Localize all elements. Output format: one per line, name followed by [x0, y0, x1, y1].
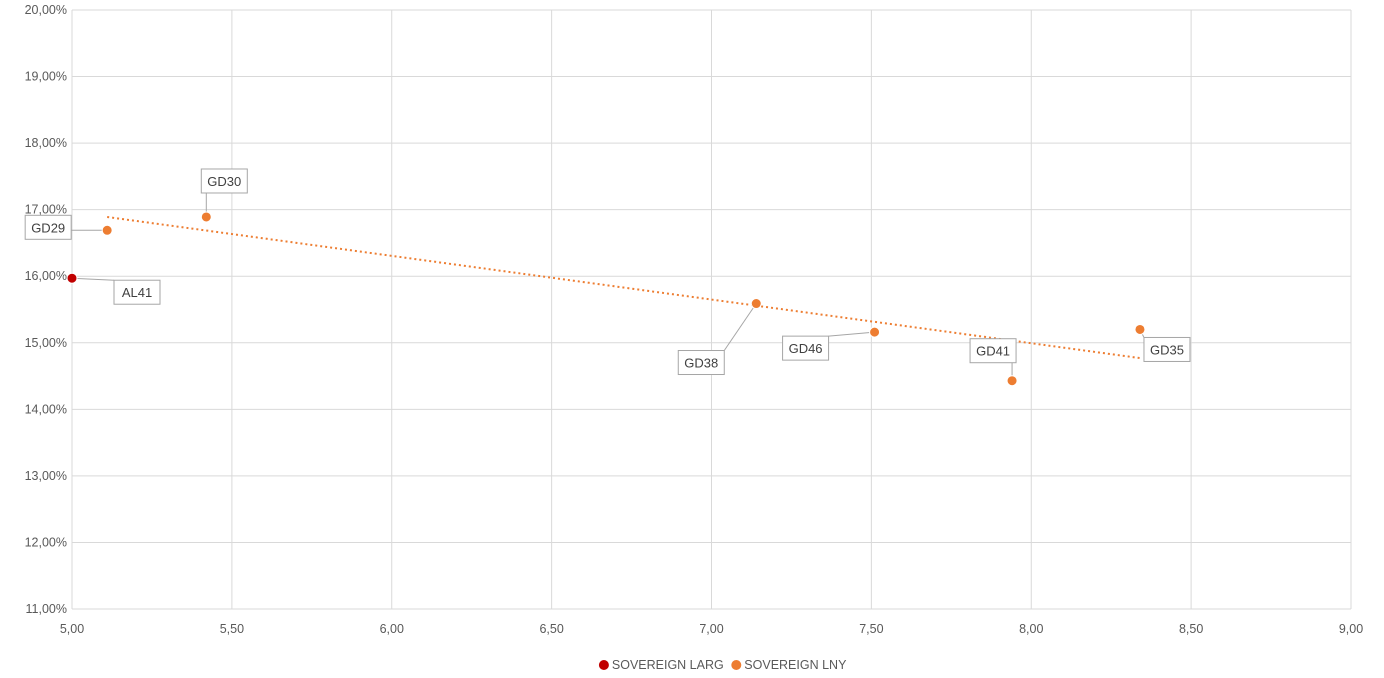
data-label-box [24, 214, 72, 240]
x-tick-label: 7,50 [859, 622, 883, 636]
y-tick-label: 17,00% [25, 203, 67, 217]
data-label: AL41 [122, 285, 152, 300]
y-tick-label: 14,00% [25, 402, 67, 416]
data-point [101, 224, 113, 236]
data-point [1006, 375, 1018, 387]
y-tick-label: 12,00% [25, 535, 67, 549]
y-tick-label: 15,00% [25, 336, 67, 350]
axis-tick-labels: 11,00% 12,00% 13,00% 14,00% 15,00% 16,00% 17,0… [25, 3, 1364, 636]
y-tick-label: 16,00% [25, 269, 67, 283]
label-leader-line [828, 331, 875, 337]
data-points [66, 211, 1146, 387]
trendline-layer [107, 215, 1141, 360]
y-tick-label: 13,00% [25, 469, 67, 483]
data-label: GD29 [31, 220, 65, 235]
y-tick-label: 20,00% [25, 3, 67, 17]
x-tick-label: 6,00 [380, 622, 404, 636]
gridlines [71, 9, 1352, 610]
x-tick-label: 9,00 [1339, 622, 1363, 636]
legend: SOVEREIGN LARG SOVEREIGN LNY [598, 658, 847, 672]
y-tick-label: 18,00% [25, 136, 67, 150]
data-label: GD38 [684, 356, 718, 371]
data-label-box [1143, 336, 1191, 362]
data-label-box [200, 168, 248, 194]
y-tick-label: 11,00% [26, 602, 67, 616]
data-point [1134, 323, 1146, 335]
data-label: GD46 [789, 341, 823, 356]
x-tick-label: 5,00 [60, 622, 84, 636]
x-tick-label: 8,00 [1019, 622, 1043, 636]
legend-marker [598, 660, 609, 670]
data-point [750, 298, 762, 310]
x-tick-label: 5,50 [220, 622, 244, 636]
y-tick-label: 19,00% [25, 70, 67, 84]
data-label-box [969, 338, 1017, 364]
x-tick-label: 7,00 [699, 622, 723, 636]
data-point [200, 211, 212, 223]
x-tick-label: 8,50 [1179, 622, 1203, 636]
data-labels: AL41 GD29 GD30 GD38 GD46 GD41 GD35 [24, 168, 1191, 376]
data-label-box [677, 350, 725, 376]
label-leaders [71, 192, 1145, 381]
legend-label: SOVEREIGN LARG [612, 658, 724, 672]
x-tick-label: 6,50 [539, 622, 563, 636]
data-label-box [113, 279, 161, 305]
data-label-box [782, 335, 830, 361]
data-point [66, 272, 78, 284]
data-label: GD35 [1150, 342, 1184, 357]
legend-label: SOVEREIGN LNY [744, 658, 847, 672]
data-point [869, 326, 881, 338]
label-leader-line [723, 303, 757, 351]
legend-marker [731, 660, 742, 670]
label-leader-line [71, 277, 115, 281]
data-label: GD30 [207, 174, 241, 189]
trendline [107, 215, 1141, 360]
data-label: GD41 [976, 344, 1010, 359]
